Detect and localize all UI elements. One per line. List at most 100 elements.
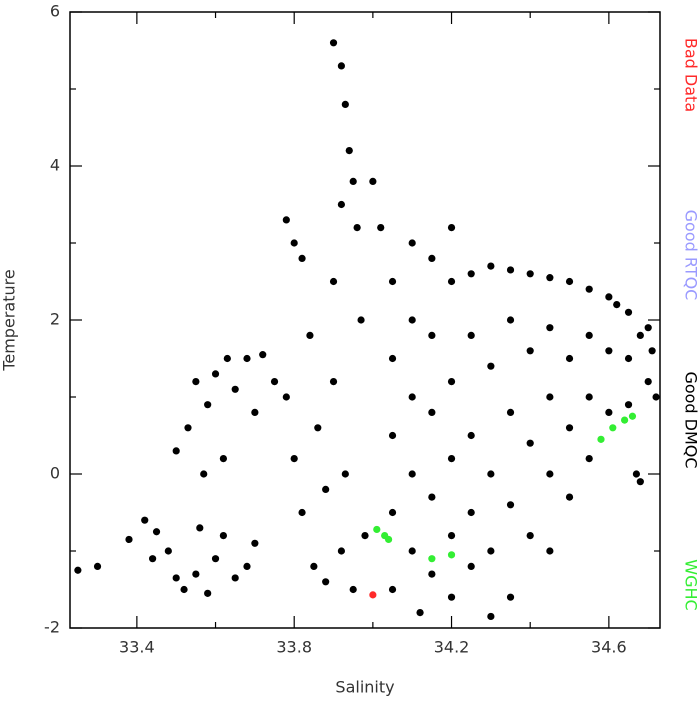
data-point xyxy=(389,432,396,439)
data-point xyxy=(389,586,396,593)
legend-entry: Good DMQC xyxy=(682,371,700,468)
x-tick-label: 33.4 xyxy=(119,638,155,657)
data-point xyxy=(409,547,416,554)
data-point xyxy=(546,324,553,331)
data-point xyxy=(291,455,298,462)
data-point xyxy=(652,393,659,400)
data-point xyxy=(448,455,455,462)
data-point xyxy=(409,239,416,246)
data-point xyxy=(448,594,455,601)
data-point xyxy=(291,239,298,246)
data-point xyxy=(629,413,636,420)
data-point xyxy=(546,274,553,281)
data-point xyxy=(306,332,313,339)
data-point xyxy=(165,547,172,554)
data-point xyxy=(637,332,644,339)
data-point xyxy=(220,455,227,462)
data-point xyxy=(259,351,266,358)
data-point xyxy=(212,370,219,377)
data-point xyxy=(428,255,435,262)
data-point xyxy=(232,386,239,393)
data-point xyxy=(448,551,455,558)
x-tick-label: 34.2 xyxy=(434,638,470,657)
data-point xyxy=(153,528,160,535)
data-point xyxy=(141,517,148,524)
y-tick-label: 6 xyxy=(50,2,60,21)
data-point xyxy=(448,378,455,385)
data-point xyxy=(428,494,435,501)
data-point xyxy=(243,563,250,570)
data-point xyxy=(173,447,180,454)
data-point xyxy=(369,178,376,185)
data-point xyxy=(298,509,305,516)
data-point xyxy=(645,324,652,331)
data-point xyxy=(377,224,384,231)
data-point xyxy=(428,571,435,578)
data-point xyxy=(633,470,640,477)
data-point xyxy=(389,509,396,516)
data-point xyxy=(180,586,187,593)
data-point xyxy=(192,378,199,385)
data-point xyxy=(220,532,227,539)
data-point xyxy=(507,266,514,273)
data-point xyxy=(468,563,475,570)
data-point xyxy=(546,393,553,400)
data-point xyxy=(232,574,239,581)
data-point xyxy=(649,347,656,354)
data-point xyxy=(566,355,573,362)
data-point xyxy=(243,355,250,362)
data-point xyxy=(373,526,380,533)
data-point xyxy=(566,278,573,285)
data-point xyxy=(361,532,368,539)
data-point xyxy=(487,363,494,370)
y-tick-label: 0 xyxy=(50,464,60,483)
data-point xyxy=(350,586,357,593)
data-point xyxy=(428,409,435,416)
data-point xyxy=(322,578,329,585)
data-point xyxy=(428,332,435,339)
data-point xyxy=(546,547,553,554)
legend-entry: Bad Data xyxy=(682,38,700,112)
data-point xyxy=(330,378,337,385)
data-point xyxy=(322,486,329,493)
data-point xyxy=(586,455,593,462)
data-point xyxy=(448,224,455,231)
data-point xyxy=(416,609,423,616)
data-point xyxy=(507,501,514,508)
data-point xyxy=(468,270,475,277)
data-point xyxy=(487,613,494,620)
data-point xyxy=(468,432,475,439)
data-point xyxy=(224,355,231,362)
data-point xyxy=(625,401,632,408)
data-point xyxy=(605,293,612,300)
x-tick-label: 33.8 xyxy=(276,638,312,657)
data-point xyxy=(409,316,416,323)
data-point xyxy=(389,355,396,362)
data-point xyxy=(204,590,211,597)
data-point xyxy=(298,255,305,262)
data-point xyxy=(409,393,416,400)
data-point xyxy=(330,278,337,285)
data-point xyxy=(357,316,364,323)
data-point xyxy=(448,532,455,539)
data-point xyxy=(468,332,475,339)
data-point xyxy=(507,316,514,323)
data-point xyxy=(527,347,534,354)
data-point xyxy=(342,101,349,108)
legend-entry: WGHC xyxy=(682,559,700,610)
data-point xyxy=(338,62,345,69)
data-point xyxy=(389,278,396,285)
data-point xyxy=(283,393,290,400)
data-point xyxy=(192,571,199,578)
data-point xyxy=(609,424,616,431)
data-point xyxy=(251,540,258,547)
data-point xyxy=(283,216,290,223)
data-point xyxy=(527,270,534,277)
data-point xyxy=(527,440,534,447)
data-point xyxy=(271,378,278,385)
data-point xyxy=(527,532,534,539)
data-point xyxy=(546,470,553,477)
data-point xyxy=(625,355,632,362)
data-point xyxy=(350,178,357,185)
